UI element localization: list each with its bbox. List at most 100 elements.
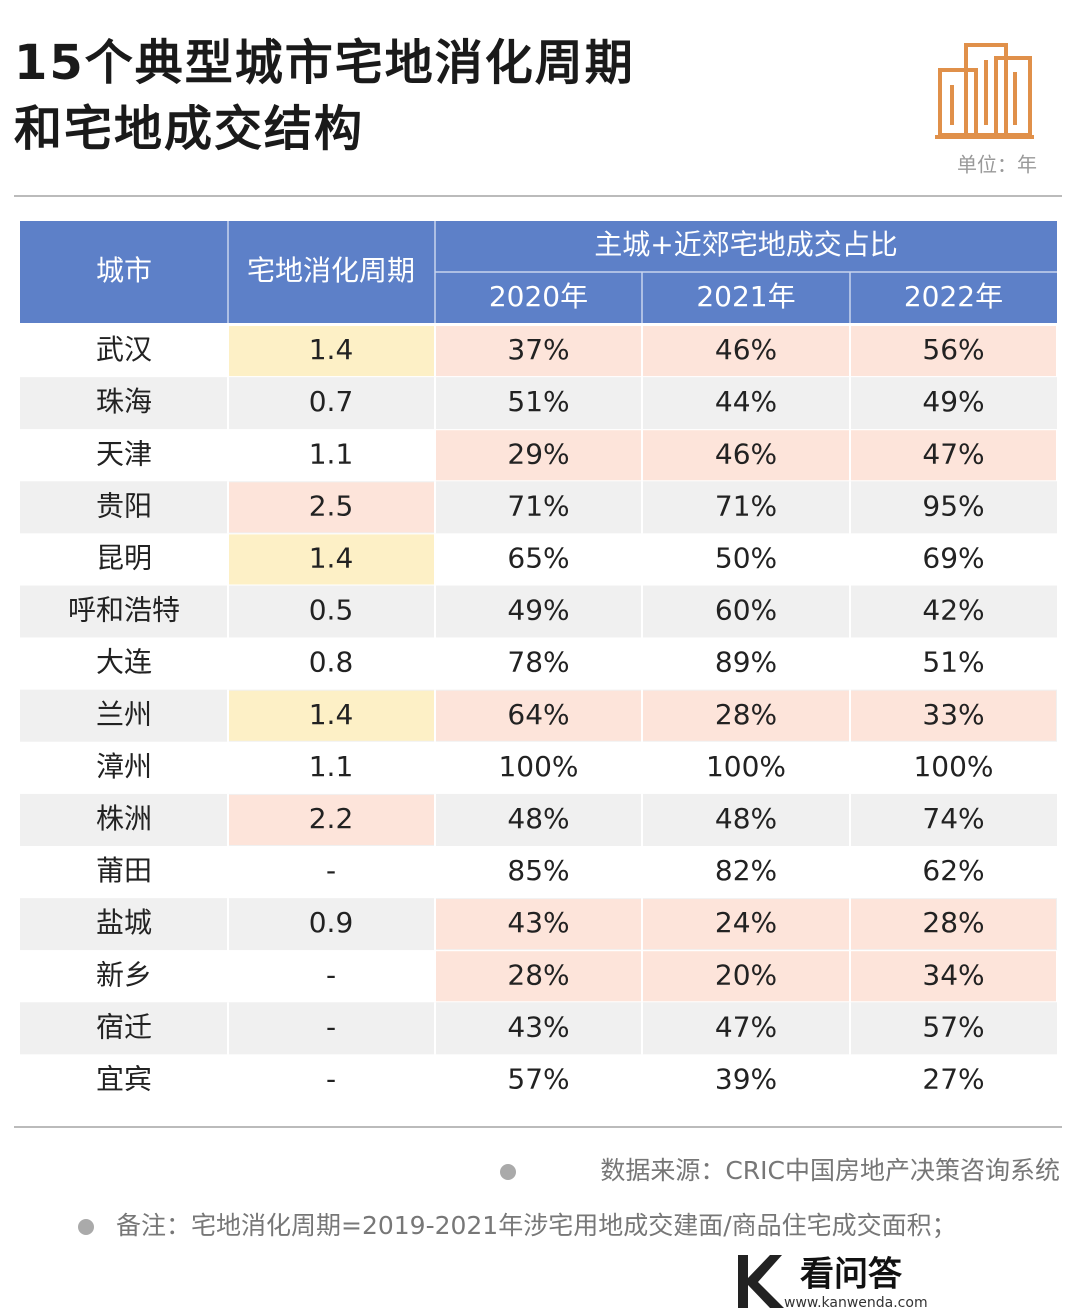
share: 48% <box>715 802 777 835</box>
row-bg <box>20 1054 1057 1107</box>
note: 备注：宅地消化周期=2019-2021年涉宅用地成交建面/商品住宅成交面积； <box>116 1211 957 1240</box>
cycle: - <box>326 1062 336 1095</box>
row-bg <box>20 637 1057 690</box>
share: 100% <box>913 750 993 783</box>
cell-highlight <box>436 326 1056 377</box>
share: 42% <box>922 594 984 627</box>
city: 贵阳 <box>96 489 152 522</box>
share: 82% <box>715 854 777 887</box>
share: 48% <box>507 802 569 835</box>
header-cell: 2022年 <box>904 280 1003 313</box>
share: 85% <box>507 854 569 887</box>
cycle: 2.2 <box>309 802 354 835</box>
building-icon <box>935 43 1034 139</box>
title-line: 15个典型城市宅地消化周期 <box>14 35 635 91</box>
cycle: 1.4 <box>309 333 354 366</box>
cell-highlight <box>229 534 434 585</box>
cycle: 0.7 <box>309 385 354 418</box>
city: 盐城 <box>96 906 152 939</box>
share: 100% <box>706 750 786 783</box>
share: 29% <box>507 437 569 470</box>
city: 昆明 <box>96 541 152 574</box>
share: 49% <box>922 385 984 418</box>
cell-highlight <box>436 690 1056 741</box>
share: 57% <box>922 1010 984 1043</box>
share: 33% <box>922 698 984 731</box>
cell-highlight <box>436 951 1056 1002</box>
cell-highlight <box>229 326 434 377</box>
header-cell: 2020年 <box>489 280 588 313</box>
share: 69% <box>922 541 984 574</box>
share: 74% <box>922 802 984 835</box>
share: 28% <box>922 906 984 939</box>
share: 28% <box>715 698 777 731</box>
share: 37% <box>507 333 569 366</box>
cell-highlight <box>229 690 434 741</box>
row-bg <box>20 377 1057 430</box>
city: 武汉 <box>96 333 152 366</box>
city: 兰州 <box>96 698 152 731</box>
header-cell: 2021年 <box>696 280 795 313</box>
city: 漳州 <box>96 750 152 783</box>
cycle: 1.1 <box>309 750 354 783</box>
row-bg <box>20 793 1057 846</box>
cycle: - <box>326 958 336 991</box>
share: 34% <box>922 958 984 991</box>
city: 株洲 <box>96 802 152 835</box>
share: 57% <box>507 1062 569 1095</box>
share: 100% <box>498 750 578 783</box>
logo-mark <box>738 1255 784 1308</box>
share: 24% <box>715 906 777 939</box>
unit: 单位：年 <box>957 153 1037 177</box>
share: 71% <box>507 489 569 522</box>
share: 89% <box>715 646 777 679</box>
share: 39% <box>715 1062 777 1095</box>
share: 46% <box>715 437 777 470</box>
cycle: 2.5 <box>309 489 354 522</box>
logo-url: www.kanwenda.com <box>784 1295 928 1311</box>
city: 大连 <box>96 646 152 679</box>
share: 44% <box>715 385 777 418</box>
city: 宜宾 <box>96 1062 152 1095</box>
row-bg <box>20 846 1057 899</box>
share: 95% <box>922 489 984 522</box>
cell-highlight <box>436 899 1056 950</box>
share: 47% <box>922 437 984 470</box>
city: 莆田 <box>96 854 152 887</box>
share: 20% <box>715 958 777 991</box>
cell-highlight <box>229 794 434 845</box>
share: 50% <box>715 541 777 574</box>
cycle: - <box>326 854 336 887</box>
header-cell: 宅地消化周期 <box>247 254 415 287</box>
city: 天津 <box>96 437 152 470</box>
share: 46% <box>715 333 777 366</box>
share: 64% <box>507 698 569 731</box>
source: 数据来源：CRIC中国房地产决策咨询系统 <box>600 1156 1060 1185</box>
logo: 看问答 <box>800 1255 903 1295</box>
cycle: 1.4 <box>309 698 354 731</box>
cell-highlight <box>229 482 434 533</box>
city: 珠海 <box>96 385 152 418</box>
share: 56% <box>922 333 984 366</box>
header-cell: 主城+近郊宅地成交占比 <box>594 228 897 261</box>
header-cell: 城市 <box>96 254 152 287</box>
logo-bg <box>650 1240 950 1315</box>
row-bg <box>20 585 1057 638</box>
cell-highlight <box>436 430 1056 481</box>
row-bg <box>20 1002 1057 1055</box>
row-bg <box>20 533 1057 586</box>
bullet <box>500 1164 516 1180</box>
cycle: 0.9 <box>309 906 354 939</box>
city: 呼和浩特 <box>68 594 180 627</box>
share: 43% <box>507 1010 569 1043</box>
cycle: 1.4 <box>309 541 354 574</box>
cycle: 0.8 <box>309 646 354 679</box>
city: 新乡 <box>96 958 152 991</box>
share: 51% <box>922 646 984 679</box>
title-line: 和宅地成交结构 <box>14 101 364 157</box>
share: 71% <box>715 489 777 522</box>
share: 51% <box>507 385 569 418</box>
cycle: 1.1 <box>309 437 354 470</box>
row-bg <box>20 481 1057 534</box>
